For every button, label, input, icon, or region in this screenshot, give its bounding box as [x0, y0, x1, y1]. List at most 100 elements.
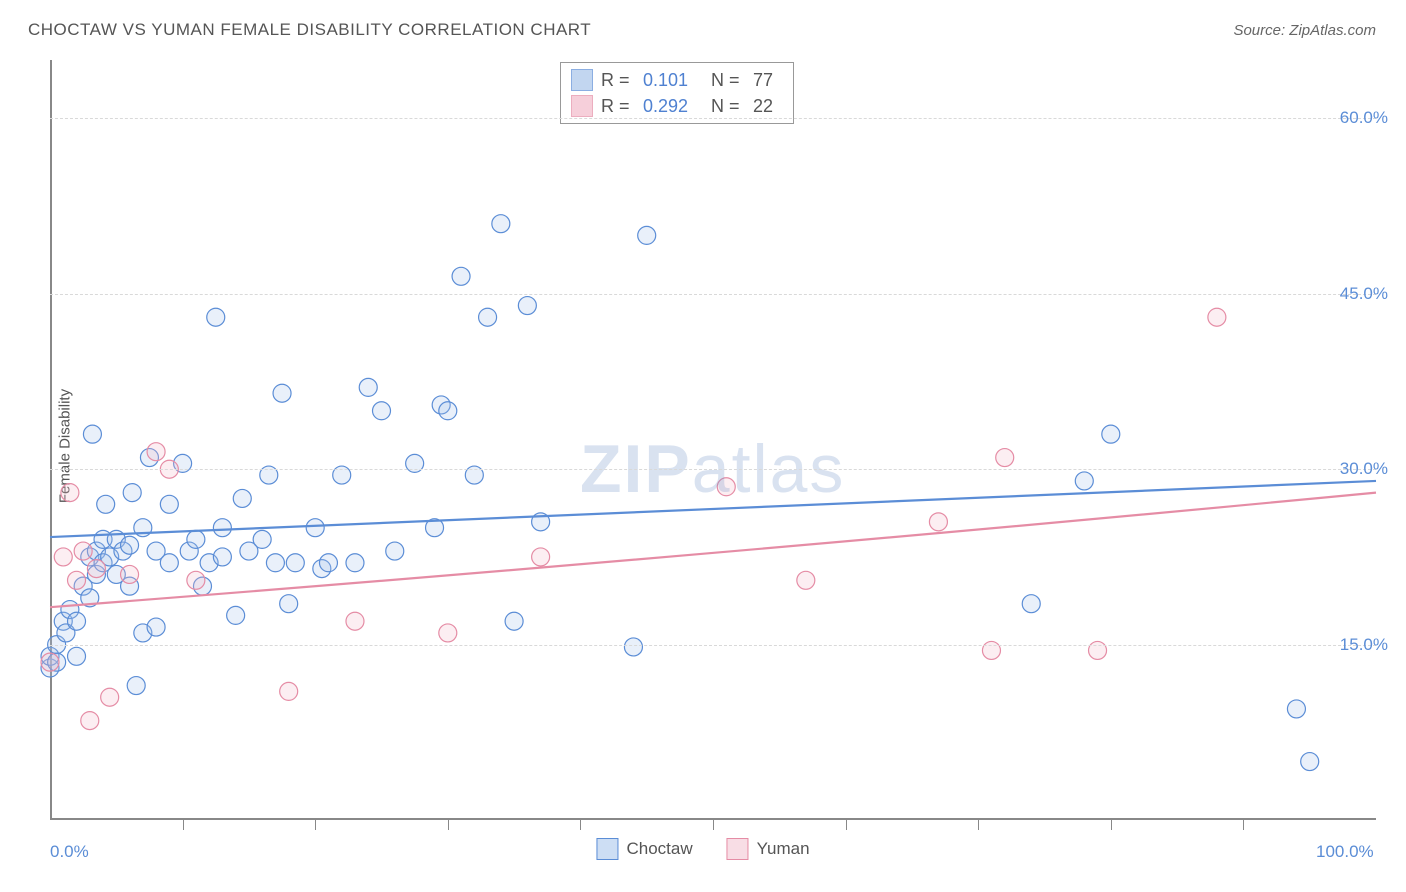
data-point — [359, 378, 377, 396]
data-point — [518, 297, 536, 315]
data-point — [346, 612, 364, 630]
data-point — [1287, 700, 1305, 718]
gridline — [50, 118, 1376, 119]
data-point — [68, 571, 86, 589]
data-point — [61, 484, 79, 502]
x-tick — [315, 820, 316, 830]
legend-series: Choctaw Yuman — [596, 838, 809, 860]
legend-item: Choctaw — [596, 838, 692, 860]
data-point — [452, 267, 470, 285]
legend-row: R = 0.101 N = 77 — [571, 67, 783, 93]
data-point — [439, 402, 457, 420]
legend-n-value: 77 — [753, 70, 783, 91]
data-point — [74, 542, 92, 560]
data-point — [213, 548, 231, 566]
data-point — [1208, 308, 1226, 326]
data-point — [1102, 425, 1120, 443]
data-point — [227, 606, 245, 624]
data-point — [127, 677, 145, 695]
data-point — [81, 712, 99, 730]
data-point — [83, 425, 101, 443]
data-point — [54, 548, 72, 566]
chart-svg — [50, 60, 1376, 820]
legend-swatch — [571, 69, 593, 91]
gridline — [50, 645, 1376, 646]
legend-n-value: 22 — [753, 96, 783, 117]
data-point — [319, 554, 337, 572]
data-point — [479, 308, 497, 326]
data-point — [532, 548, 550, 566]
data-point — [160, 495, 178, 513]
x-tick — [448, 820, 449, 830]
data-point — [253, 530, 271, 548]
data-point — [373, 402, 391, 420]
data-point — [492, 215, 510, 233]
data-point — [147, 618, 165, 636]
y-tick-label: 30.0% — [1340, 459, 1388, 479]
data-point — [121, 536, 139, 554]
data-point — [439, 624, 457, 642]
x-tick — [713, 820, 714, 830]
data-point — [624, 638, 642, 656]
legend-swatch — [571, 95, 593, 117]
data-point — [1301, 753, 1319, 771]
data-point — [101, 688, 119, 706]
data-point — [1075, 472, 1093, 490]
data-point — [929, 513, 947, 531]
gridline — [50, 469, 1376, 470]
data-point — [41, 653, 59, 671]
data-point — [266, 554, 284, 572]
x-tick — [1243, 820, 1244, 830]
legend-swatch — [596, 838, 618, 860]
gridline — [50, 294, 1376, 295]
data-point — [346, 554, 364, 572]
x-tick — [580, 820, 581, 830]
data-point — [280, 595, 298, 613]
data-point — [121, 565, 139, 583]
x-tick — [1111, 820, 1112, 830]
data-point — [187, 571, 205, 589]
data-point — [797, 571, 815, 589]
x-tick-label: 100.0% — [1316, 842, 1374, 862]
data-point — [286, 554, 304, 572]
data-point — [505, 612, 523, 630]
legend-label: Yuman — [757, 839, 810, 859]
data-point — [1022, 595, 1040, 613]
data-point — [207, 308, 225, 326]
legend-row: R = 0.292 N = 22 — [571, 93, 783, 119]
y-tick-label: 15.0% — [1340, 635, 1388, 655]
x-tick — [978, 820, 979, 830]
data-point — [386, 542, 404, 560]
legend-swatch — [727, 838, 749, 860]
data-point — [97, 495, 115, 513]
data-point — [68, 647, 86, 665]
legend-n-label: N = — [711, 96, 745, 117]
x-tick — [183, 820, 184, 830]
legend-correlation: R = 0.101 N = 77 R = 0.292 N = 22 — [560, 62, 794, 124]
data-point — [87, 560, 105, 578]
legend-r-value: 0.292 — [643, 96, 703, 117]
data-point — [213, 519, 231, 537]
data-point — [717, 478, 735, 496]
legend-item: Yuman — [727, 838, 810, 860]
data-point — [306, 519, 324, 537]
data-point — [187, 530, 205, 548]
legend-r-label: R = — [601, 96, 635, 117]
legend-n-label: N = — [711, 70, 745, 91]
legend-r-label: R = — [601, 70, 635, 91]
source-label: Source: ZipAtlas.com — [1233, 22, 1376, 39]
data-point — [68, 612, 86, 630]
y-tick-label: 60.0% — [1340, 108, 1388, 128]
data-point — [160, 554, 178, 572]
y-tick-label: 45.0% — [1340, 284, 1388, 304]
data-point — [123, 484, 141, 502]
legend-r-value: 0.101 — [643, 70, 703, 91]
data-point — [233, 489, 251, 507]
data-point — [273, 384, 291, 402]
data-point — [280, 682, 298, 700]
data-point — [638, 226, 656, 244]
data-point — [996, 449, 1014, 467]
legend-label: Choctaw — [626, 839, 692, 859]
data-point — [147, 443, 165, 461]
chart-title: CHOCTAW VS YUMAN FEMALE DISABILITY CORRE… — [28, 20, 591, 40]
